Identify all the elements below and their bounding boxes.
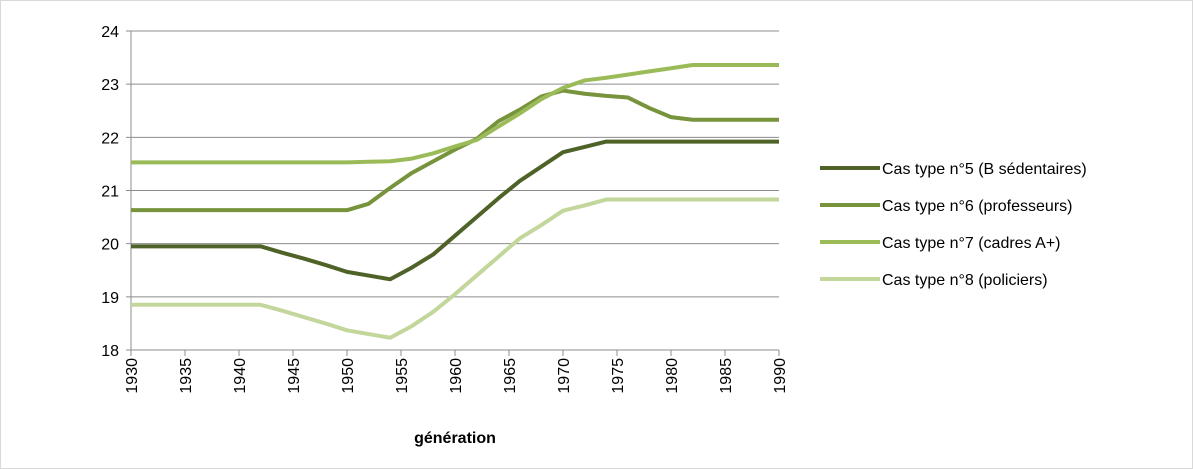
- legend-label: Cas type n°5 (B sédentaires): [882, 161, 1087, 178]
- x-axis-title: génération: [414, 430, 496, 447]
- legend-label: Cas type n°8 (policiers): [882, 272, 1048, 289]
- y-tick-label: 23: [101, 77, 119, 94]
- series-line: [131, 139, 779, 282]
- series-line: [131, 197, 779, 340]
- y-tick-label: 22: [101, 130, 119, 147]
- x-tick-label: 1950: [340, 358, 357, 394]
- y-tick-label: 18: [101, 343, 119, 360]
- x-tick-label: 1960: [448, 358, 465, 394]
- x-tick-label: 1955: [394, 358, 411, 394]
- y-tick-label: 24: [101, 24, 119, 41]
- x-tick-label: 1930: [124, 358, 141, 394]
- y-tick-label: 19: [101, 290, 119, 307]
- x-tick-label: 1990: [772, 358, 789, 394]
- x-tick-label: 1965: [502, 358, 519, 394]
- legend-label: Cas type n°6 (professeurs): [882, 198, 1072, 215]
- y-tick-label: 20: [101, 237, 119, 254]
- x-tick-label: 1940: [232, 358, 249, 394]
- x-tick-label: 1935: [178, 358, 195, 394]
- x-tick-label: 1985: [718, 358, 735, 394]
- y-tick-label: 21: [101, 184, 119, 201]
- x-tick-label: 1945: [286, 358, 303, 394]
- x-tick-label: 1975: [610, 358, 627, 394]
- series-line: [131, 88, 779, 213]
- legend-label: Cas type n°7 (cadres A+): [882, 235, 1060, 252]
- x-tick-label: 1970: [556, 358, 573, 394]
- x-tick-label: 1980: [664, 358, 681, 394]
- series-line: [131, 63, 779, 165]
